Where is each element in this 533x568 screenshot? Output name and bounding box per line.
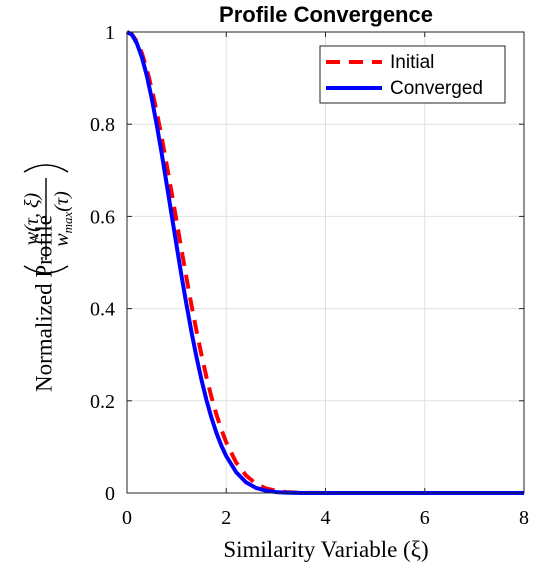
x-tick-label: 4 bbox=[321, 507, 331, 529]
x-tick-label: 8 bbox=[519, 507, 529, 529]
chart-title: Profile Convergence bbox=[219, 2, 433, 27]
y-axis-label-left-paren bbox=[23, 265, 69, 274]
y-tick-label: 0.2 bbox=[90, 391, 115, 413]
x-tick-label: 0 bbox=[122, 507, 132, 529]
axis-ticks: 0 2 4 6 8 0 0.2 0.4 0.6 0.8 1 bbox=[90, 22, 529, 529]
x-tick-label: 6 bbox=[420, 507, 430, 529]
legend-label-initial: Initial bbox=[390, 52, 434, 73]
y-tick-label: 0.6 bbox=[90, 206, 115, 228]
y-axis-label-numerator: w(τ, ξ) bbox=[21, 192, 43, 245]
y-tick-label: 0.4 bbox=[90, 299, 115, 321]
y-axis-label-denominator: wmax(τ) bbox=[51, 191, 75, 247]
y-axis-label-right-paren bbox=[23, 164, 69, 173]
x-tick-label: 2 bbox=[221, 507, 231, 529]
y-tick-label: 0 bbox=[105, 483, 115, 505]
y-tick-label: 0.8 bbox=[90, 114, 115, 136]
legend: Initial Converged bbox=[319, 45, 506, 104]
plot-area: 0 2 4 6 8 0 0.2 0.4 0.6 0.8 1 bbox=[90, 22, 529, 529]
x-axis-label: Similarity Variable (ξ) bbox=[223, 537, 428, 562]
legend-label-converged: Converged bbox=[390, 78, 483, 99]
legend-box bbox=[319, 45, 506, 104]
y-tick-label: 1 bbox=[105, 22, 115, 44]
y-axis-label-group: Normalized Profile w(τ, ξ) wmax(τ) bbox=[21, 164, 75, 392]
y-axis-label: Normalized Profile bbox=[31, 215, 56, 392]
